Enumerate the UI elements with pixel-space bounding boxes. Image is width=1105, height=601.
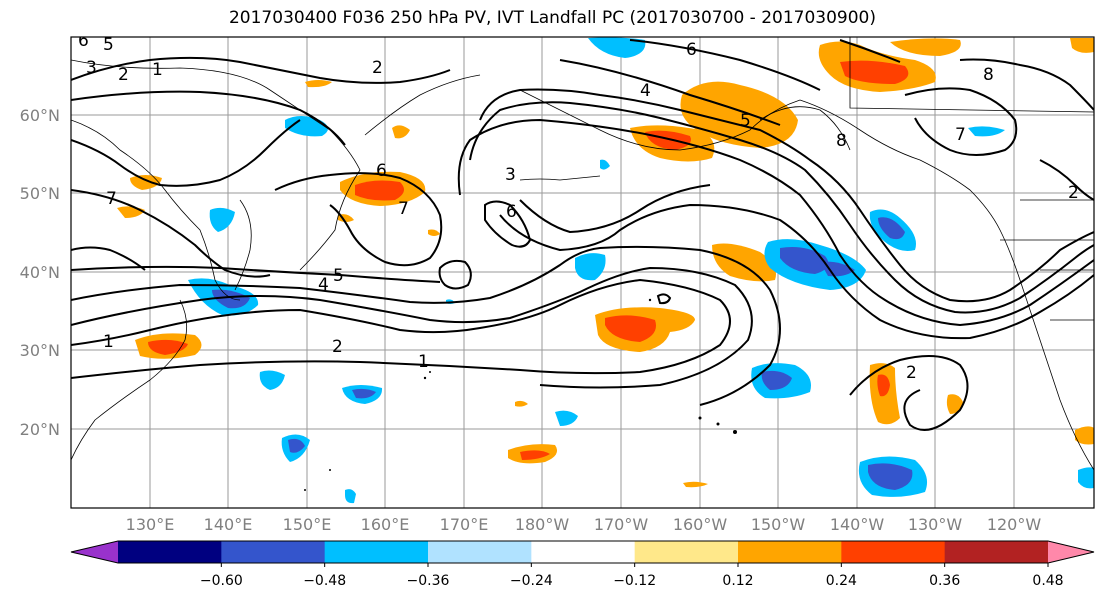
lat-tick-label: 30°N	[20, 341, 60, 360]
coastlines	[71, 59, 1094, 471]
pv-contours	[71, 39, 1094, 431]
colorbar-segment	[221, 541, 326, 563]
map-frame	[70, 36, 1095, 509]
contour-label: 1	[103, 332, 114, 352]
colorbar-tick-label: −0.12	[613, 573, 656, 589]
lat-tick-label: 50°N	[20, 184, 60, 203]
colorbar-tick-label: 0.48	[1032, 573, 1063, 589]
colorbar-extend-high	[1048, 541, 1094, 563]
contour-label: 6	[506, 202, 517, 222]
islands	[304, 298, 737, 491]
contour-label: 2	[1068, 183, 1079, 203]
colorbar-tick-label: −0.48	[303, 573, 346, 589]
lon-tick-label: 130°E	[126, 515, 175, 534]
lon-tick-label: 140°E	[204, 515, 253, 534]
lon-tick-label: 140°W	[830, 515, 885, 534]
contour-label: 1	[152, 60, 163, 80]
lat-tick-label: 20°N	[20, 420, 60, 439]
lon-tick-label: 150°W	[751, 515, 806, 534]
colorbar-tick-label: −0.60	[200, 573, 243, 589]
colorbar-segment	[944, 541, 1049, 563]
contour-label: 2	[372, 58, 383, 78]
contour-label: 2	[118, 65, 129, 85]
lon-tick-label: 180°W	[515, 515, 570, 534]
colorbar-segment	[531, 541, 636, 563]
political-borders	[849, 37, 1094, 321]
lon-tick-label: 130°W	[908, 515, 963, 534]
colorbar-segment	[428, 541, 532, 563]
lat-lon-grid	[71, 37, 1094, 508]
contour-label: 4	[318, 275, 329, 295]
lon-tick-label: 120°W	[987, 515, 1042, 534]
colorbar-segment	[634, 541, 739, 563]
colorbar: −0.60 −0.48 −0.36 −0.24 −0.12 0.12 0.24 0.36 0.4…	[70, 540, 1095, 589]
lat-tick-label: 40°N	[20, 263, 60, 282]
colorbar-tick-label: 0.12	[722, 573, 753, 589]
contour-label: 7	[955, 125, 966, 145]
colorbar-segment	[841, 541, 946, 563]
negative-anomaly-blobs	[188, 37, 1094, 504]
contour-label: 5	[333, 266, 344, 286]
contour-label: 8	[983, 65, 994, 85]
lon-tick-label: 160°W	[673, 515, 728, 534]
colorbar-extend-low	[71, 541, 118, 563]
colorbar-tick-label: 0.36	[929, 573, 960, 589]
contour-label: 6	[78, 31, 89, 51]
contour-label: 5	[103, 35, 114, 55]
lon-tick-label: 170°W	[594, 515, 649, 534]
lon-tick-labels: 130°E 140°E 150°E 160°E 170°E 180°W 170°…	[126, 515, 1042, 534]
colorbar-segment	[738, 541, 842, 563]
lon-tick-label: 170°E	[440, 515, 489, 534]
colorbar-tick-label: 0.24	[826, 573, 857, 589]
contour-label: 5	[740, 111, 751, 131]
contour-label: 8	[836, 131, 847, 151]
contour-label: 7	[398, 199, 409, 219]
contour-label: 4	[640, 81, 651, 101]
contour-label: 1	[418, 352, 429, 372]
colorbar-tick-label: −0.36	[407, 573, 450, 589]
colorbar-tick-label: −0.24	[510, 573, 553, 589]
colorbar-segment	[324, 541, 429, 563]
lat-tick-label: 60°N	[20, 106, 60, 125]
lon-tick-label: 150°E	[283, 515, 332, 534]
lat-tick-labels: 60°N 50°N 40°N 30°N 20°N	[20, 106, 60, 439]
contour-label: 6	[686, 40, 697, 60]
contour-label: 2	[906, 363, 917, 383]
figure-title: 2017030400 F036 250 hPa PV, IVT Landfall…	[228, 8, 876, 28]
lon-tick-label: 160°E	[361, 515, 410, 534]
contour-label: 3	[505, 165, 516, 185]
contour-label-group: 6 5 3 2 1 2 6 4 8 3 7 6 7 5 6 7 5 4 1 2	[78, 31, 1079, 383]
colorbar-segment	[118, 541, 222, 563]
contour-label: 6	[376, 161, 387, 181]
contour-label: 2	[332, 337, 343, 357]
contour-label: 7	[106, 189, 117, 209]
contour-label: 3	[86, 58, 97, 78]
colorbar-outline	[70, 540, 1095, 564]
